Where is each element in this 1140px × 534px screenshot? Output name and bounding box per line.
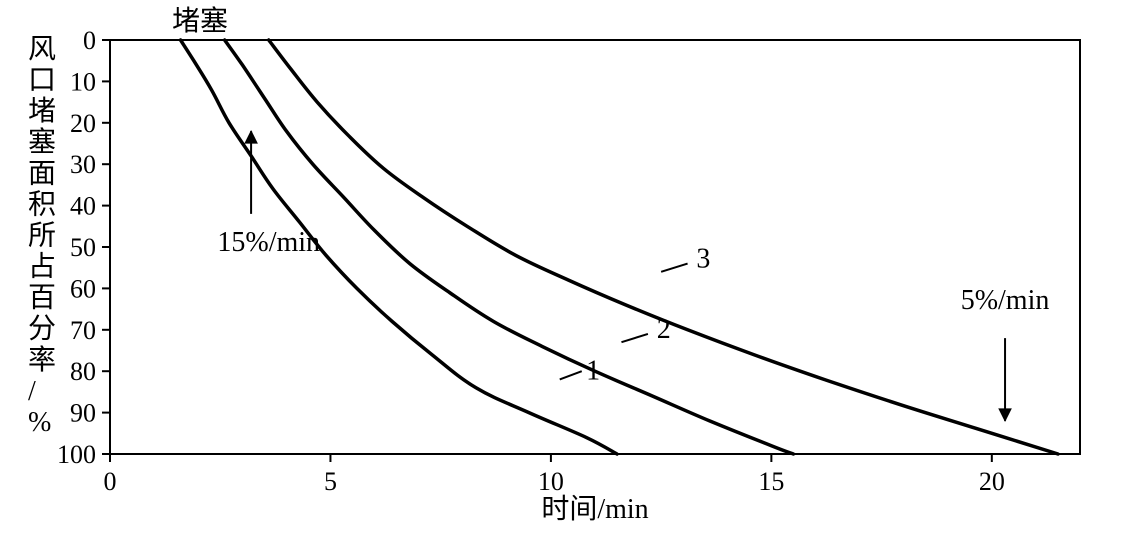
y-tick-label: 30 [70, 150, 96, 179]
top-annotation: 堵塞 [172, 5, 228, 37]
curve-label-tick [560, 371, 582, 379]
x-tick-label: 10 [538, 467, 564, 496]
y-tick-label: 40 [70, 192, 96, 221]
left-rate-label: 15%/min [217, 227, 320, 258]
x-tick-label: 0 [104, 467, 117, 496]
y-axis-label: 风口堵塞面积所占百分率/% [28, 34, 56, 438]
x-tick-label: 5 [324, 467, 337, 496]
y-tick-label: 50 [70, 233, 96, 262]
right-rate-label: 5%/min [961, 285, 1050, 316]
chart-container: 0 5 10 15 20 0 10 20 30 40 50 60 70 80 90 100 时间/min 风口堵塞… [0, 0, 1140, 534]
curve-3 [269, 40, 1058, 454]
chart-svg: 0 5 10 15 20 0 10 20 30 40 50 60 70 80 90 100 时间/min 风口堵塞… [0, 0, 1140, 534]
y-tick-label: 10 [70, 67, 96, 96]
x-axis-label: 时间/min [541, 493, 648, 525]
y-tick-label: 60 [70, 274, 96, 303]
curve-label-tick [621, 334, 647, 342]
y-tick-label: 80 [70, 357, 96, 386]
y-tick-label: 20 [70, 109, 96, 138]
curve-label-3: 3 [696, 244, 710, 275]
right-rate-arrow-head [999, 409, 1011, 421]
y-tick-label: 90 [70, 399, 96, 428]
x-tick-label: 20 [979, 467, 1005, 496]
y-tick-label: 0 [83, 26, 96, 55]
left-rate-arrow-head [245, 131, 257, 143]
y-tick-label: 100 [57, 440, 96, 469]
x-tick-label: 15 [758, 467, 784, 496]
y-tick-label: 70 [70, 316, 96, 345]
curve-label-tick [661, 264, 687, 272]
